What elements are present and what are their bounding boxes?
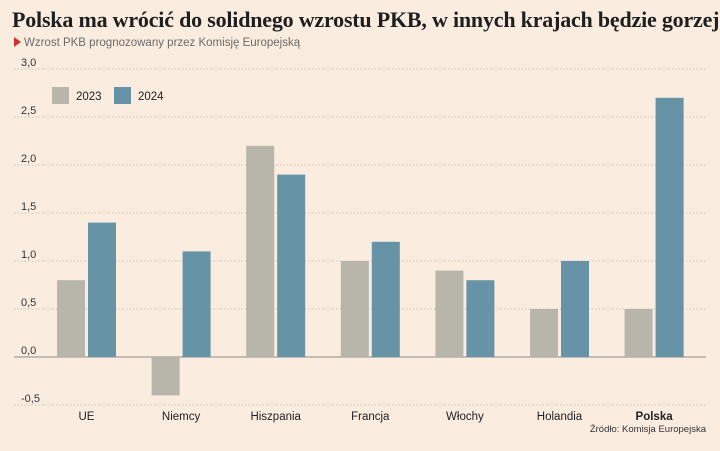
x-tick-label: Włochy	[446, 411, 484, 423]
x-tick-label: UE	[79, 411, 95, 423]
y-tick-label: 3,0	[21, 57, 36, 69]
bar-2023-francja	[340, 261, 369, 357]
bar-2023-ue	[57, 280, 85, 357]
x-tick-label: Hiszpania	[250, 411, 301, 423]
x-tick-label: Polska	[636, 411, 674, 423]
y-tick-label: 1,0	[21, 249, 36, 261]
legend-swatch-2023	[52, 87, 69, 104]
bar-2023-hiszpania	[246, 145, 275, 357]
x-tick-label: Niemcy	[162, 411, 201, 423]
source-note: Źródło: Komisja Europejska	[589, 424, 706, 435]
bar-2024-niemcy	[182, 251, 211, 357]
x-tick-label: Holandia	[537, 411, 583, 423]
x-tick-label: Francja	[351, 411, 390, 423]
bar-2023-włochy	[435, 270, 464, 357]
legend-label-2023: 2023	[76, 91, 102, 103]
y-tick-label: 0,5	[21, 297, 36, 309]
legend-swatch-2024	[114, 87, 131, 104]
bar-2023-polska	[624, 309, 653, 357]
y-tick-label: 1,5	[21, 201, 36, 213]
bar-2024-włochy	[466, 280, 495, 357]
y-tick-label: -0,5	[21, 393, 40, 405]
chart-title: Polska ma wrócić do solidnego wzrostu PK…	[12, 7, 720, 32]
legend-label-2024: 2024	[138, 91, 164, 103]
bar-2023-niemcy	[151, 357, 180, 396]
triangle-marker-icon	[14, 37, 21, 47]
bar-2024-hiszpania	[277, 174, 306, 357]
bar-2024-ue	[88, 222, 116, 357]
chart-subtitle: Wzrost PKB prognozowany przez Komisję Eu…	[14, 37, 300, 49]
y-tick-label: 0,0	[21, 345, 36, 357]
y-tick-label: 2,5	[21, 105, 36, 117]
bar-2023-holandia	[530, 309, 558, 357]
bar-2024-polska	[655, 97, 684, 358]
y-tick-label: 2,0	[21, 153, 36, 165]
bar-2024-francja	[371, 241, 400, 357]
bar-2024-holandia	[561, 261, 589, 357]
subtitle-text: Wzrost PKB prognozowany przez Komisję Eu…	[24, 37, 301, 49]
